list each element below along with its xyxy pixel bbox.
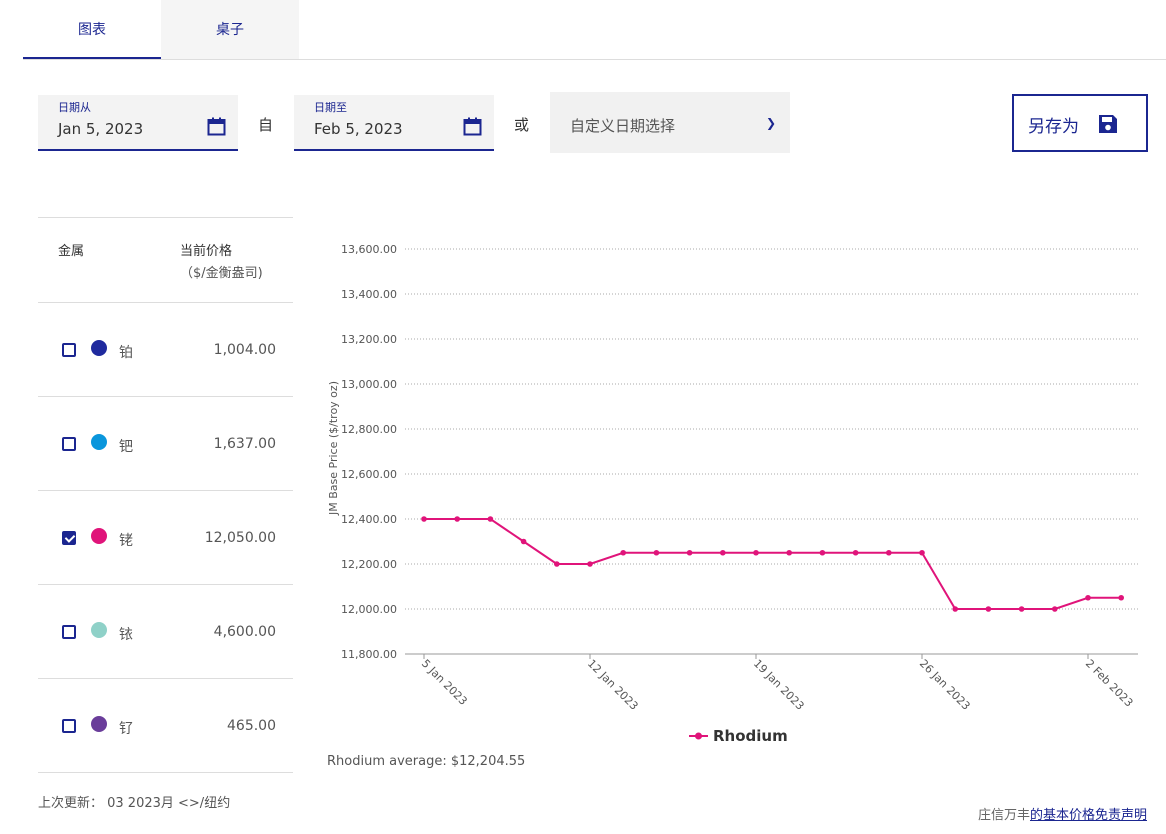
date-from-field[interactable]: 日期从 Jan 5, 2023 — [38, 95, 238, 151]
y-tick-label: 12,000.00 — [341, 603, 397, 616]
date-to-label: 日期至 — [314, 101, 347, 114]
save-as-label: 另存为 — [1028, 117, 1079, 137]
metal-name: 钌 — [119, 721, 133, 737]
data-point — [753, 549, 759, 556]
x-tick-label: 26 Jan 2023 — [917, 657, 973, 713]
series-line-rhodium — [424, 518, 1122, 610]
metal-price: 12,050.00 — [204, 530, 276, 546]
column-price: 当前价格 — [180, 244, 233, 259]
calendar-icon[interactable] — [463, 117, 482, 136]
metal-checkbox[interactable] — [62, 343, 76, 357]
data-point — [686, 549, 693, 556]
data-point — [454, 516, 461, 522]
x-tick-label: 19 Jan 2023 — [751, 657, 807, 713]
average-text: Rhodium average: $12,204.55 — [327, 754, 526, 769]
x-tick-label: 12 Jan 2023 — [585, 657, 641, 713]
table-header: 金属 当前价格 （$/金衡盎司) — [38, 217, 293, 303]
date-from-value[interactable]: Jan 5, 2023 — [58, 120, 144, 138]
from-to-separator: 自 — [258, 116, 274, 134]
data-point — [653, 549, 660, 556]
metal-checkbox[interactable] — [62, 719, 76, 733]
metal-color-dot — [91, 434, 107, 450]
y-tick-label: 12,600.00 — [341, 468, 397, 481]
data-point — [520, 538, 527, 545]
data-point — [819, 549, 826, 556]
data-point — [487, 516, 494, 522]
data-point — [952, 606, 958, 612]
metal-color-dot — [91, 622, 107, 638]
or-separator: 或 — [514, 116, 530, 134]
last-update: 上次更新： 03 2023月 <>/纽约 — [38, 796, 231, 811]
column-metal: 金属 — [58, 244, 85, 259]
metal-color-dot — [91, 340, 107, 356]
data-point — [587, 561, 593, 567]
metal-name: 铱 — [119, 627, 133, 643]
metals-table: 金属 当前价格 （$/金衡盎司) 铂 1,004.00 钯 1,637.00 铑 12,0… — [38, 217, 293, 773]
y-tick-label: 13,200.00 — [341, 333, 397, 346]
tab-divider — [23, 59, 1166, 60]
column-price-unit: （$/金衡盎司) — [180, 266, 263, 281]
x-tick-label: 5 Jan 2023 — [419, 657, 470, 708]
y-tick-label: 12,800.00 — [341, 423, 397, 436]
chevron-down-icon: ❯ — [765, 116, 776, 130]
metal-checkbox[interactable] — [62, 531, 76, 545]
x-tick-label: 2 Feb 2023 — [1083, 657, 1136, 710]
data-point — [421, 516, 427, 522]
data-point — [786, 549, 792, 556]
save-as-button[interactable]: 另存为 — [1012, 94, 1148, 152]
disclaimer: 庄信万丰的基本价格免责声明 — [978, 804, 1147, 823]
y-axis-title: JM Base Price ($/troy oz) — [327, 381, 340, 516]
metal-name: 铑 — [119, 533, 133, 549]
custom-date-select-value: 自定义日期选择 — [570, 117, 676, 135]
metal-checkbox[interactable] — [62, 437, 76, 451]
metal-name: 钯 — [119, 439, 133, 455]
data-point — [1118, 594, 1124, 601]
data-point — [1018, 606, 1025, 612]
tab-table[interactable]: 桌子 — [161, 0, 299, 59]
table-row: 铑 12,050.00 — [38, 491, 293, 585]
date-to-value[interactable]: Feb 5, 2023 — [314, 120, 403, 138]
data-point — [985, 606, 992, 612]
y-tick-label: 11,800.00 — [341, 648, 397, 661]
calendar-icon[interactable] — [207, 117, 226, 136]
metal-price: 4,600.00 — [213, 624, 276, 640]
y-tick-label: 12,200.00 — [341, 558, 397, 571]
metal-price: 1,637.00 — [213, 436, 276, 452]
tab-chart[interactable]: 图表 — [23, 0, 161, 59]
disclaimer-prefix: 庄信万丰 — [977, 808, 1030, 823]
date-from-label: 日期从 — [58, 101, 91, 114]
table-row: 钌 465.00 — [38, 679, 293, 773]
y-tick-label: 13,600.00 — [341, 243, 397, 256]
legend-label: Rhodium — [713, 727, 788, 745]
date-to-field[interactable]: 日期至 Feb 5, 2023 — [294, 95, 494, 151]
data-point — [1052, 606, 1058, 612]
custom-date-select[interactable]: 自定义日期选择 ❯ — [550, 92, 790, 153]
table-row: 铂 1,004.00 — [38, 303, 293, 397]
data-point — [554, 561, 560, 567]
metal-color-dot — [91, 528, 107, 544]
data-point — [620, 549, 626, 556]
save-icon — [1099, 115, 1117, 133]
metal-name: 铂 — [119, 345, 133, 361]
data-point — [720, 549, 726, 556]
data-point — [919, 549, 925, 556]
disclaimer-link[interactable]: 的基本价格免责声明 — [1029, 808, 1147, 823]
data-point — [852, 549, 859, 556]
table-row: 钯 1,637.00 — [38, 397, 293, 491]
metal-price: 1,004.00 — [213, 342, 276, 358]
legend-marker — [695, 732, 702, 740]
data-point — [1085, 594, 1091, 601]
y-tick-label: 12,400.00 — [341, 513, 397, 526]
data-point — [886, 549, 892, 556]
y-tick-label: 13,000.00 — [341, 378, 397, 391]
metal-color-dot — [91, 716, 107, 732]
metal-checkbox[interactable] — [62, 625, 76, 639]
metal-price: 465.00 — [227, 718, 276, 734]
table-row: 铱 4,600.00 — [38, 585, 293, 679]
y-tick-label: 13,400.00 — [341, 288, 397, 301]
